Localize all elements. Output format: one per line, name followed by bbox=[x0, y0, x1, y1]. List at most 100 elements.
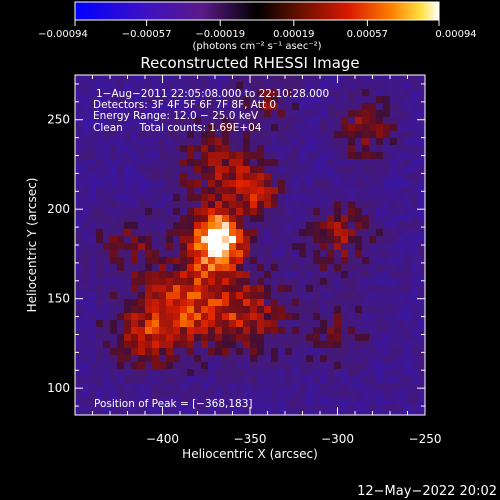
heatmap-cell bbox=[278, 278, 285, 285]
heatmap-cell bbox=[96, 306, 103, 313]
heatmap-cell bbox=[397, 341, 404, 348]
heatmap-cell bbox=[369, 208, 376, 215]
heatmap-cell bbox=[187, 306, 194, 313]
heatmap-cell bbox=[250, 285, 257, 292]
heatmap-cell bbox=[341, 159, 348, 166]
heatmap-cell bbox=[390, 194, 397, 201]
heatmap-cell bbox=[201, 173, 208, 180]
heatmap-cell bbox=[313, 117, 320, 124]
heatmap-cell bbox=[383, 117, 390, 124]
heatmap-cell bbox=[264, 201, 271, 208]
heatmap-cell bbox=[89, 131, 96, 138]
heatmap-cell bbox=[159, 201, 166, 208]
heatmap-cell bbox=[243, 355, 250, 362]
heatmap-cell bbox=[124, 131, 131, 138]
heatmap-cell bbox=[166, 194, 173, 201]
heatmap-cell bbox=[236, 383, 243, 390]
heatmap-cell bbox=[418, 397, 425, 404]
heatmap-cell bbox=[397, 159, 404, 166]
heatmap-cell bbox=[201, 264, 208, 271]
heatmap-cell bbox=[355, 103, 362, 110]
heatmap-cell bbox=[138, 257, 145, 264]
heatmap-cell bbox=[355, 166, 362, 173]
heatmap-cell bbox=[278, 369, 285, 376]
heatmap-cell bbox=[110, 138, 117, 145]
heatmap-cell bbox=[89, 180, 96, 187]
heatmap-cell bbox=[390, 257, 397, 264]
heatmap-cell bbox=[299, 124, 306, 131]
heatmap-cell bbox=[187, 131, 194, 138]
heatmap-cell bbox=[89, 313, 96, 320]
heatmap-cell bbox=[271, 194, 278, 201]
heatmap-cell bbox=[376, 334, 383, 341]
heatmap-cell bbox=[264, 208, 271, 215]
heatmap-cell bbox=[124, 243, 131, 250]
heatmap-cell bbox=[194, 397, 201, 404]
heatmap-cell bbox=[243, 215, 250, 222]
heatmap-cell bbox=[166, 159, 173, 166]
heatmap-cell bbox=[334, 145, 341, 152]
heatmap-cell bbox=[278, 131, 285, 138]
heatmap-cell bbox=[166, 257, 173, 264]
heatmap-cell bbox=[418, 138, 425, 145]
heatmap-cell bbox=[313, 306, 320, 313]
heatmap-cell bbox=[376, 75, 383, 82]
heatmap-cell bbox=[243, 236, 250, 243]
heatmap-cell bbox=[159, 376, 166, 383]
heatmap-cell bbox=[159, 334, 166, 341]
heatmap-cell bbox=[376, 250, 383, 257]
heatmap-cell bbox=[152, 334, 159, 341]
heatmap-cell bbox=[376, 180, 383, 187]
heatmap-cell bbox=[320, 285, 327, 292]
heatmap-cell bbox=[341, 383, 348, 390]
heatmap-cell bbox=[418, 166, 425, 173]
heatmap-cell bbox=[89, 110, 96, 117]
heatmap-cell bbox=[348, 243, 355, 250]
annotation-energy-range: Energy Range: 12.0 − 25.0 keV bbox=[93, 110, 259, 122]
heatmap-cell bbox=[327, 131, 334, 138]
heatmap-cell bbox=[166, 390, 173, 397]
heatmap-cell bbox=[180, 292, 187, 299]
heatmap-cell bbox=[397, 397, 404, 404]
heatmap-cell bbox=[124, 201, 131, 208]
heatmap-cell bbox=[208, 131, 215, 138]
heatmap-cell bbox=[411, 110, 418, 117]
heatmap-cell bbox=[418, 285, 425, 292]
heatmap-cell bbox=[355, 285, 362, 292]
heatmap-cell bbox=[159, 397, 166, 404]
heatmap-cell bbox=[271, 320, 278, 327]
heatmap-cell bbox=[103, 299, 110, 306]
heatmap-cell bbox=[124, 222, 131, 229]
heatmap-cell bbox=[82, 243, 89, 250]
heatmap-cell bbox=[75, 89, 82, 96]
heatmap-cell bbox=[285, 397, 292, 404]
y-tick-label: 200 bbox=[47, 202, 70, 216]
heatmap-cell bbox=[201, 383, 208, 390]
heatmap-cell bbox=[334, 124, 341, 131]
heatmap-cell bbox=[362, 166, 369, 173]
heatmap-cell bbox=[369, 82, 376, 89]
heatmap-cell bbox=[369, 250, 376, 257]
heatmap-cell bbox=[257, 285, 264, 292]
heatmap-cell bbox=[383, 348, 390, 355]
heatmap-cell bbox=[75, 201, 82, 208]
heatmap-cell bbox=[376, 96, 383, 103]
heatmap-cell bbox=[131, 313, 138, 320]
heatmap-cell bbox=[124, 341, 131, 348]
colorbar bbox=[74, 1, 440, 21]
heatmap-cell bbox=[397, 306, 404, 313]
heatmap-cell bbox=[82, 201, 89, 208]
heatmap-cell bbox=[138, 117, 145, 124]
heatmap-cell bbox=[362, 89, 369, 96]
heatmap-cell bbox=[418, 75, 425, 82]
heatmap-cell bbox=[271, 208, 278, 215]
heatmap-cell bbox=[75, 383, 82, 390]
heatmap-cell bbox=[117, 376, 124, 383]
heatmap-cell bbox=[271, 411, 278, 415]
heatmap-cell bbox=[271, 355, 278, 362]
heatmap-cell bbox=[278, 383, 285, 390]
heatmap-cell bbox=[131, 103, 138, 110]
heatmap-cell bbox=[180, 201, 187, 208]
heatmap-cell bbox=[208, 376, 215, 383]
heatmap-cell bbox=[103, 124, 110, 131]
